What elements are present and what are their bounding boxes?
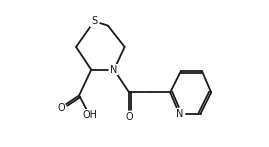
Text: N: N: [110, 65, 118, 75]
Text: OH: OH: [82, 110, 97, 120]
Text: S: S: [91, 16, 97, 26]
Text: O: O: [57, 103, 65, 113]
Text: N: N: [176, 109, 183, 119]
Text: O: O: [125, 112, 133, 122]
